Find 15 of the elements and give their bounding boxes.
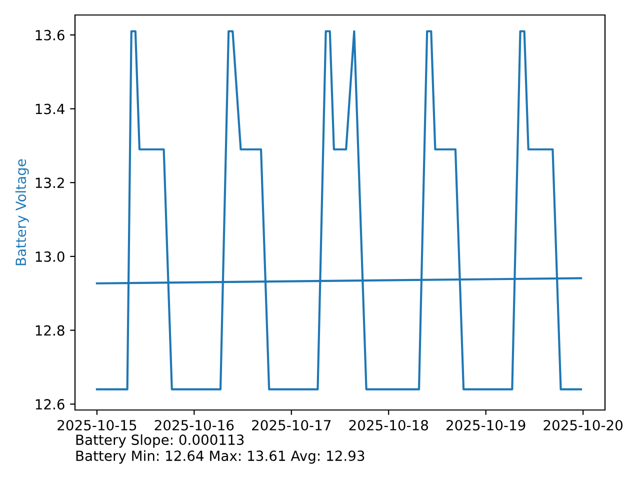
x-tick-label: 2025-10-16 bbox=[154, 420, 234, 430]
y-tick-label: 13.2 bbox=[36, 178, 64, 188]
x-tick-label: 2025-10-20 bbox=[544, 420, 622, 430]
y-tick-label: 13.6 bbox=[36, 30, 64, 40]
text: Battery Min: 12.64 Max: 13.61 Avg: 12.93 bbox=[76, 450, 364, 464]
y-tick-label: 13.0 bbox=[36, 251, 64, 262]
y-tick-label: 12.8 bbox=[36, 325, 64, 336]
text: Battery Slope: 0.000113 bbox=[76, 434, 244, 448]
x-tick-label: 2025-10-17 bbox=[252, 420, 331, 430]
y-axis-title: Battery Voltage bbox=[15, 159, 29, 266]
x-tick-label: 2025-10-19 bbox=[446, 420, 526, 430]
y-tick-label: 12.6 bbox=[36, 399, 64, 410]
x-tick-label: 2025-10-18 bbox=[349, 420, 428, 430]
y-tick-label: 13.4 bbox=[36, 104, 64, 114]
x-tick-label: 2025-10-15 bbox=[58, 420, 136, 430]
